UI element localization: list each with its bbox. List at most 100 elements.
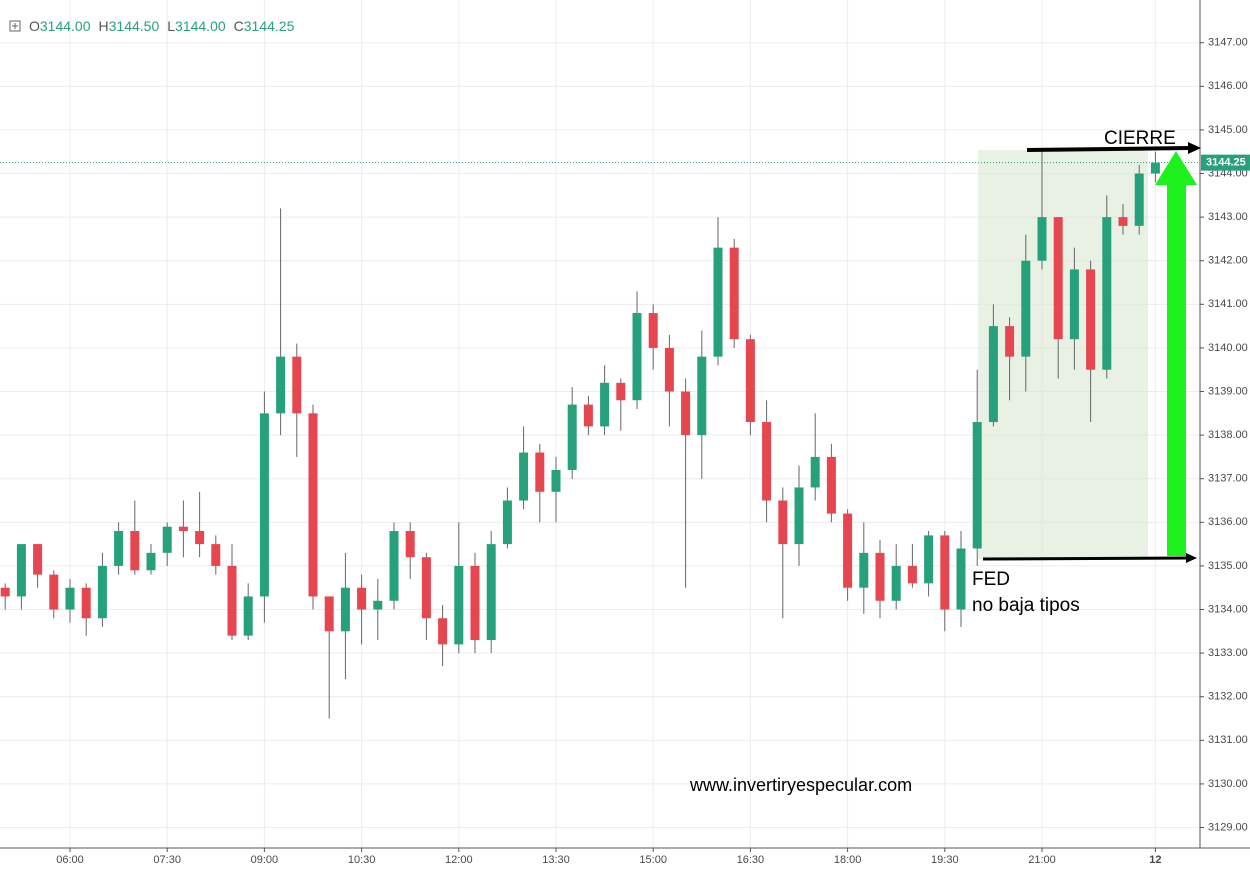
candle-body: [1053, 217, 1063, 340]
candle-body: [308, 413, 318, 597]
y-tick-label: 3138.00: [1208, 429, 1248, 441]
y-tick-label: 3142.00: [1208, 255, 1248, 267]
event-note: no baja tipos: [972, 595, 1080, 616]
header-key: L: [167, 18, 175, 34]
header-value: 3144.25: [244, 18, 295, 34]
y-tick-label: 3129.00: [1208, 821, 1248, 833]
candle-body: [340, 587, 350, 632]
candle-body: [810, 456, 820, 488]
candle-body: [16, 544, 26, 597]
candle-body: [178, 526, 188, 532]
y-tick-label: 3130.00: [1208, 778, 1248, 790]
candle-body: [664, 347, 674, 392]
candle-body: [211, 544, 221, 566]
ohlc-header: O3144.00 H3144.50 L3144.00 C3144.25: [29, 18, 295, 34]
header-key: C: [234, 18, 244, 34]
x-tick-label: 12: [1149, 854, 1161, 866]
candle-body: [373, 600, 383, 610]
candle-body: [713, 247, 723, 357]
event-label: FED: [972, 569, 1010, 590]
close-arrow-head: [1188, 142, 1201, 154]
candle-body: [1069, 269, 1079, 340]
candle-body: [259, 413, 269, 597]
candle-body: [583, 404, 593, 427]
candle-body: [972, 422, 982, 549]
header-key: H: [99, 18, 109, 34]
candle-body: [276, 356, 286, 414]
x-tick-label: 09:00: [251, 854, 279, 866]
y-tick-label: 3147.00: [1208, 37, 1248, 49]
header-value: 3144.00: [40, 18, 91, 34]
rise-arrow-shaft: [1167, 184, 1186, 556]
candle-body: [924, 535, 934, 584]
y-tick-label: 3134.00: [1208, 603, 1248, 615]
y-tick-label: 3131.00: [1208, 734, 1248, 746]
candle-body: [1150, 162, 1160, 174]
candle-body: [65, 587, 75, 610]
candle-body: [907, 565, 917, 584]
candle-body: [114, 531, 124, 566]
candle-body: [195, 531, 205, 545]
fed-arrow: [982, 556, 1189, 561]
candle-body: [1021, 260, 1031, 357]
candle-body: [97, 565, 107, 619]
candle-body: [1118, 217, 1128, 226]
candle-body: [438, 618, 448, 645]
close-arrow: [1026, 146, 1191, 152]
candle-body: [292, 356, 302, 414]
candle-body: [940, 535, 950, 610]
y-tick-label: 3145.00: [1208, 124, 1248, 136]
candle-body: [762, 422, 772, 501]
candles: [0, 151, 1200, 719]
header-key: O: [29, 18, 40, 34]
x-tick-label: 19:30: [931, 854, 959, 866]
candle-body: [357, 587, 367, 610]
candle-body: [843, 513, 853, 588]
candle-body: [729, 247, 739, 340]
candle-body: [1005, 326, 1015, 357]
y-tick-label: 3132.00: [1208, 691, 1248, 703]
rise-arrow-head: [1155, 151, 1197, 185]
candle-body: [600, 382, 610, 427]
candle-body: [697, 356, 707, 436]
y-tick-label: 3146.00: [1208, 80, 1248, 92]
candle-body: [616, 382, 626, 401]
x-tick-label: 07:30: [153, 854, 181, 866]
candle-body: [1134, 173, 1144, 226]
candle-body: [243, 596, 253, 636]
candle-body: [1102, 217, 1112, 370]
x-tick-label: 18:00: [834, 854, 862, 866]
axes: 3129.00 3130.00 3131.00 3132.00 3133.00 3134.…: [56, 37, 1250, 866]
candle-body: [389, 531, 399, 601]
candle-body: [745, 339, 755, 423]
x-tick-label: 15:00: [639, 854, 667, 866]
candle-body: [551, 469, 561, 492]
candle-body: [324, 596, 334, 632]
close-label: CIERRE: [1104, 128, 1176, 149]
candle-body: [648, 313, 658, 348]
candle-body: [535, 452, 545, 492]
candle-body: [794, 487, 804, 545]
candle-body: [956, 548, 966, 610]
x-tick-label: 21:00: [1028, 854, 1056, 866]
y-tick-label: 3135.00: [1208, 560, 1248, 572]
x-tick-label: 06:00: [56, 854, 84, 866]
candle-body: [567, 404, 577, 470]
header-icon[interactable]: [9, 20, 21, 32]
candle-body: [1037, 217, 1047, 261]
watermark: www.invertiryespecular.com: [689, 775, 912, 795]
candle-body: [470, 565, 480, 641]
y-tick-label: 3141.00: [1208, 298, 1248, 310]
y-tick-label: 3133.00: [1208, 647, 1248, 659]
candle-body: [33, 544, 43, 575]
y-tick-label: 3137.00: [1208, 473, 1248, 485]
candle-body: [130, 531, 140, 571]
y-tick-label: 3136.00: [1208, 516, 1248, 528]
x-tick-label: 12:00: [445, 854, 473, 866]
candle-body: [632, 313, 642, 401]
candle-body: [162, 526, 172, 553]
candle-body: [988, 326, 998, 423]
candle-body: [1086, 269, 1096, 370]
